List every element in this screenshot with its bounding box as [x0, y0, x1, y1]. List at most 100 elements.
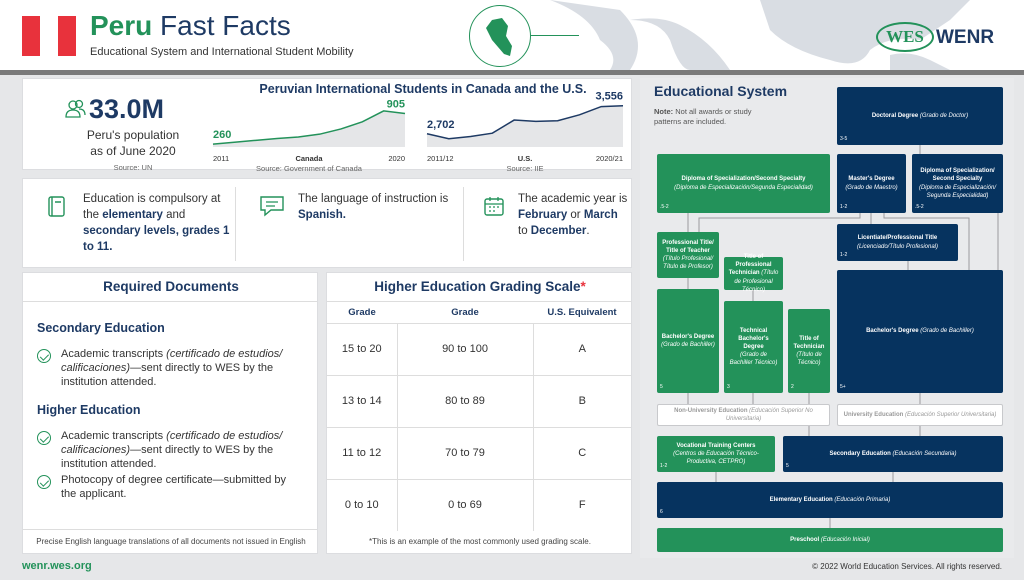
chart-end-label: 905: [387, 99, 405, 111]
grade-cell: 11 to 12: [327, 426, 397, 479]
higher-heading: Higher Education: [37, 403, 141, 417]
chart-source: Source: IIE: [506, 164, 543, 171]
box-local-name: (Grado de Bachiller): [661, 342, 715, 348]
grade-cell: C: [532, 426, 631, 479]
box-local-name: (Centros de Educación Técnico-Productiva…: [673, 450, 759, 466]
grade-row: 11 to 12 70 to 79 C: [327, 426, 631, 479]
box-local-name: (Título Profesional/ Título de Profesor): [662, 256, 714, 271]
system-title: Educational System: [654, 83, 788, 99]
box-local-name: (Educación Primaria): [834, 496, 891, 503]
x-tick-label: 2011: [213, 154, 229, 163]
document-item: Photocopy of degree certificate—submitte…: [61, 474, 287, 500]
box-local-name: (Grado de Doctor): [919, 112, 969, 119]
box-name: Preschool: [790, 536, 821, 543]
box-bachelor-navy: Bachelor's Degree (Grado de Bachiller) 5+: [837, 270, 1003, 393]
population-label: Peru's population: [86, 128, 180, 142]
calendar-icon: [484, 197, 504, 216]
wes-logo: WES: [876, 22, 934, 52]
box-years: 6: [660, 509, 663, 516]
grading-scale-panel: Higher Education Grading Scale* Grade Gra…: [326, 272, 632, 554]
box-name: Professional Title/ Title of Teacher: [662, 239, 714, 254]
box-name: Master's Degree: [848, 176, 895, 183]
box-prof-title: Professional Title/ Title of Teacher (Tít…: [657, 232, 719, 278]
book-icon: [48, 196, 65, 217]
box-local-name: (Educación Superior No Universitaria): [725, 407, 813, 422]
box-years: 2: [791, 384, 794, 391]
facts-panel: Education is compulsory at the elementar…: [22, 178, 632, 268]
documents-footnote: Precise English language translations of…: [36, 537, 306, 546]
fact-academic-year: The academic year is February or March t…: [518, 193, 628, 237]
chart-area: [427, 105, 623, 147]
secondary-heading: Secondary Education: [37, 321, 165, 335]
documents-title: Required Documents: [103, 279, 239, 294]
header: Peru Fast Facts Educational System and I…: [0, 0, 1024, 70]
grade-row: 0 to 10 0 to 69 F: [327, 478, 631, 531]
chart-start-label: 260: [213, 129, 231, 141]
check-icon: [37, 475, 51, 489]
box-preschool: Preschool (Educación Inicial): [657, 528, 1003, 552]
stats-panel: 33.0M Peru's population as of June 2020 …: [22, 78, 632, 172]
box-years: 5: [786, 463, 789, 470]
box-years: .5-2: [660, 204, 669, 211]
box-local-name: (Diploma de Especialización/Segunda Espe…: [674, 184, 813, 191]
box-years: 1-2: [660, 463, 668, 470]
chart-series-name: Canada: [295, 154, 323, 163]
header-divider: [0, 70, 1024, 75]
box-name: Technical Bachelor's Degree: [738, 327, 769, 350]
title-rest: Fast Facts: [160, 10, 291, 41]
box-technician: Title of Technician (Título de Técnico) 2: [788, 309, 830, 393]
box-years: 1-2: [840, 204, 848, 211]
box-years: 1-2: [840, 252, 848, 259]
box-name: Doctoral Degree: [871, 112, 920, 119]
box-diploma-navy: Diploma of Specialization/ Second Specia…: [912, 154, 1003, 213]
footer-url[interactable]: wenr.wes.org: [22, 560, 92, 572]
grade-cell: 13 to 14: [327, 374, 397, 427]
grade-cell: 15 to 20: [327, 322, 397, 375]
box-bachelor-green: Bachelor's Degree (Grado de Bachiller) 5: [657, 289, 719, 393]
required-documents-panel: Required Documents Secondary Education A…: [22, 272, 318, 554]
check-icon: [37, 349, 51, 363]
chart-end-label: 3,556: [595, 91, 623, 103]
map-pointer-line: [531, 35, 579, 36]
box-local-name: (Educación Secundaria): [892, 450, 957, 457]
chart-line: [426, 104, 624, 140]
chart-area: [213, 110, 405, 147]
connector-line: [883, 213, 970, 270]
box-elementary: Elementary Education (Educación Primaria…: [657, 482, 1003, 518]
fact-compulsory: Education is compulsory at the elementar…: [83, 193, 230, 253]
box-years: 5+: [840, 384, 846, 391]
chart-source: Source: Government of Canada: [256, 164, 363, 171]
box-university: University Education (Educación Superior…: [837, 404, 1003, 426]
box-name: Elementary Education: [769, 496, 835, 503]
country-name: Peru: [90, 10, 153, 41]
box-vocational: Vocational Training Centers (Centros de E…: [657, 436, 775, 472]
grade-cell: 0 to 10: [327, 478, 397, 531]
box-name: Bachelor's Degree: [661, 333, 715, 340]
x-tick-label: 2020/21: [596, 154, 623, 163]
fact-language: The language of instruction is Spanish.: [298, 193, 449, 221]
box-name: Title of Technician: [793, 335, 825, 350]
document-item: Academic transcripts (certificado de est…: [61, 430, 283, 470]
document-item: Academic transcripts (certificado de est…: [61, 348, 283, 388]
box-name: Diploma of Specialization/Second Special…: [681, 176, 806, 183]
box-years: 5: [660, 384, 663, 391]
grade-cell: 80 to 89: [396, 374, 533, 427]
page-title: Peru Fast Facts: [90, 10, 291, 42]
box-local-name: (Grado de Bachiller Técnico): [729, 352, 778, 367]
box-secondary: Secondary Education (Educación Secundari…: [783, 436, 1003, 472]
box-local-name: (Título de Profesional Técnico): [734, 270, 779, 293]
people-icon: [65, 99, 86, 118]
grade-cell: 0 to 69: [396, 478, 533, 531]
grade-cell: A: [532, 322, 631, 375]
box-years: 3: [727, 384, 730, 391]
chart-title: Peruvian International Students in Canad…: [259, 82, 587, 96]
grade-cell: F: [532, 478, 631, 531]
box-years: 3-5: [840, 136, 848, 143]
grading-footnote: *This is an example of the most commonly…: [369, 537, 591, 546]
population-source: Source: UN: [113, 163, 153, 172]
grading-table: Grade Grade U.S. Equivalent 15 to 20 90 to …: [327, 303, 631, 531]
box-tech-bachelor: Technical Bachelor's Degree (Grado de Bac…: [724, 301, 783, 393]
grade-cell: 90 to 100: [396, 322, 533, 375]
